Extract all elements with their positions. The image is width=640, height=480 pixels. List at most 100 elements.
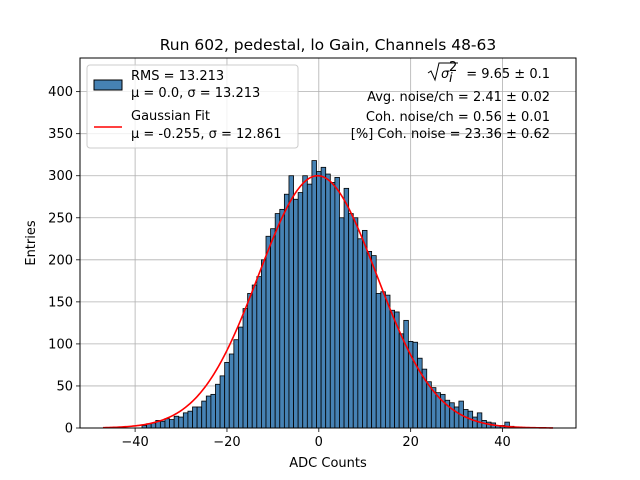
y-tick-label: 0 — [65, 422, 73, 437]
chart-title: Run 602, pedestal, lo Gain, Channels 48-… — [160, 36, 497, 54]
histogram-bar — [348, 213, 354, 429]
y-tick-label: 100 — [48, 337, 73, 352]
annotation-avg-noise: Avg. noise/ch = 2.41 ± 0.02 — [367, 90, 550, 105]
histogram-bar — [215, 383, 221, 429]
histogram-bar — [343, 187, 350, 429]
histogram-bar — [288, 175, 294, 429]
histogram-bar — [238, 326, 244, 429]
histogram-bar — [398, 333, 405, 429]
histogram-bar — [375, 293, 382, 429]
histogram-bar — [403, 319, 409, 429]
histogram-bar — [362, 229, 368, 429]
histogram-bar — [297, 192, 304, 429]
svg-text:σ: σ — [441, 67, 450, 82]
histogram-bar — [306, 183, 313, 429]
legend-patch-swatch — [93, 79, 123, 91]
x-tick-label: −40 — [121, 435, 148, 450]
histogram-bar — [210, 393, 216, 429]
y-tick-label: 400 — [48, 85, 73, 100]
y-tick-label: 250 — [48, 211, 73, 226]
legend-entry-fit-stats: μ = -0.255, σ = 12.861 — [131, 127, 281, 142]
annotation-coh-noise-percent: [%] Coh. noise = 23.36 ± 0.62 — [351, 127, 550, 142]
histogram-bar — [164, 418, 170, 429]
histogram-bar — [283, 193, 290, 429]
histogram-bar — [261, 259, 267, 429]
histogram-bar — [389, 309, 395, 429]
legend-entry-fit: Gaussian Fit — [131, 109, 210, 124]
noise-annotations: σ 2 i = 9.65 ± 0.1 Avg. noise/ch = 2.41 … — [351, 60, 550, 142]
x-tick-label: 40 — [494, 435, 511, 450]
x-axis-ticks: −40 −20 0 20 40 — [121, 428, 511, 450]
y-tick-label: 50 — [56, 379, 73, 394]
histogram-bar — [453, 406, 460, 429]
histogram-bar — [201, 400, 207, 429]
annotation-sigma-value: = 9.65 ± 0.1 — [466, 67, 550, 82]
annotation-coh-noise: Coh. noise/ch = 0.56 ± 0.01 — [366, 110, 550, 125]
histogram-bar — [339, 217, 345, 429]
legend-entry-rms: RMS = 13.213 — [131, 69, 224, 84]
gaussian-fit-curve — [102, 174, 554, 429]
histogram-bar — [320, 166, 327, 429]
histogram-bar — [385, 294, 391, 429]
svg-text:i: i — [449, 71, 453, 86]
histogram-bar — [329, 182, 336, 429]
histogram-bar — [233, 339, 239, 429]
histogram-bar — [159, 420, 166, 429]
histogram-bar — [371, 255, 377, 429]
histogram-bar — [205, 395, 212, 429]
histogram-bar — [357, 238, 363, 429]
histogram-bar — [366, 251, 373, 429]
histogram-bar — [463, 409, 469, 429]
x-tick-label: 20 — [402, 435, 419, 450]
histogram-bar — [270, 228, 276, 429]
histogram-bar — [334, 177, 340, 429]
y-tick-label: 200 — [48, 253, 73, 268]
histogram-bar — [219, 375, 226, 429]
histogram-bar — [178, 416, 184, 429]
histogram-bar — [228, 353, 235, 429]
histogram-bar — [182, 412, 189, 429]
histogram-bar — [256, 276, 262, 429]
histogram-bar — [412, 341, 418, 429]
histogram-bar — [302, 175, 308, 429]
legend-frame — [86, 64, 299, 149]
histogram-bar — [173, 415, 180, 429]
histogram-bar — [265, 235, 271, 429]
y-tick-label: 300 — [48, 169, 73, 184]
histogram-bar — [311, 160, 317, 429]
histogram-bar — [449, 402, 455, 429]
histogram-bar — [247, 293, 253, 429]
x-axis-label: ADC Counts — [289, 456, 367, 471]
legend: RMS = 13.213 μ = 0.0, σ = 13.213 Gaussia… — [86, 64, 299, 149]
histogram-bar — [242, 308, 249, 429]
svg-text:2: 2 — [449, 60, 457, 75]
histogram-bar — [476, 412, 483, 429]
histogram-bar — [279, 208, 285, 429]
histogram-bars — [141, 160, 515, 429]
histogram-bar — [472, 416, 478, 429]
x-tick-label: 0 — [315, 435, 323, 450]
histogram-bar — [352, 217, 359, 429]
histogram-bar — [316, 171, 322, 429]
plot-frame — [79, 57, 577, 429]
histogram-bar — [325, 173, 331, 429]
histogram-bar — [187, 410, 193, 429]
y-axis-ticks: 0 50 100 150 200 250 300 350 400 — [48, 85, 80, 437]
y-tick-label: 350 — [48, 127, 73, 142]
histogram-bar — [196, 406, 203, 429]
y-tick-label: 150 — [48, 295, 73, 310]
histogram-bar — [224, 362, 230, 429]
sigma-sqrt-symbol: σ 2 i — [427, 60, 458, 86]
legend-entry-rms-stats: μ = 0.0, σ = 13.213 — [131, 86, 260, 101]
histogram-bar — [274, 213, 281, 429]
histogram-bar — [251, 284, 258, 429]
histogram-bar — [380, 291, 386, 429]
fit-layer — [102, 174, 554, 429]
y-axis-label: Entries — [24, 220, 39, 266]
histogram-bar — [169, 419, 175, 429]
histogram-bar — [192, 406, 198, 429]
x-tick-label: −20 — [213, 435, 240, 450]
histogram-bar — [293, 198, 299, 429]
